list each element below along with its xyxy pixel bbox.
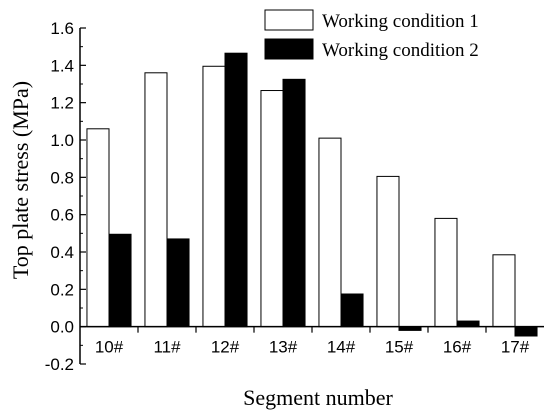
bar-13-series-1 [260,90,284,328]
bar-17-series-2 [514,326,538,337]
bar-16-series-1 [434,217,458,328]
y-tick-label: -0.2 [45,355,74,374]
x-tick-label: 10# [95,338,124,357]
x-axis-title: Segment number [243,385,393,410]
y-tick-label: 0.6 [50,206,74,225]
bar-10-series-1 [86,128,110,328]
y-tick-label: 1.0 [50,131,74,150]
x-tick-label: 13# [269,338,298,357]
legend-label-working-condition-2: Working condition 2 [322,40,479,61]
y-tick-label: 0.4 [50,243,74,262]
bar-17-series-1 [492,254,516,328]
x-tick-label: 17# [501,338,530,357]
x-tick-label: 12# [211,338,240,357]
bar-15-series-1 [376,175,400,328]
bar-14-series-2 [340,293,364,328]
bar-11-series-2 [166,238,190,328]
ticks-layer: 10# 11# 12# 13# 14# 15# 16# 17# -0.2 0.0 0.2 0.4 0.6… [45,19,530,374]
y-tick-label: 1.6 [50,19,74,38]
bar-16-series-2 [456,320,480,328]
y-tick-label: 0.2 [50,280,74,299]
y-tick-label: 0.8 [50,168,74,187]
x-tick-label: 15# [385,338,414,357]
bars-layer [86,52,538,337]
legend-label-working-condition-1: Working condition 1 [322,11,479,32]
x-tick-label: 16# [443,338,472,357]
legend-swatch-working-condition-2 [264,38,314,60]
bar-12-series-1 [202,65,226,328]
bar-12-series-2 [224,52,248,328]
x-tick-label: 11# [153,338,181,357]
y-tick-label: 1.4 [50,56,74,75]
y-tick-label: 1.2 [50,94,74,113]
bar-13-series-2 [282,78,306,328]
axes-layer [79,27,544,365]
bar-14-series-1 [318,137,342,328]
bar-11-series-1 [144,72,168,328]
y-tick-label: 0.0 [50,318,74,337]
x-tick-label: 14# [327,338,356,357]
bar-10-series-2 [108,233,132,328]
legend: Working condition 1 Working condition 2 [264,9,479,61]
legend-swatch-working-condition-1 [264,9,314,31]
y-axis-title: Top plate stress (MPa) [8,81,33,279]
